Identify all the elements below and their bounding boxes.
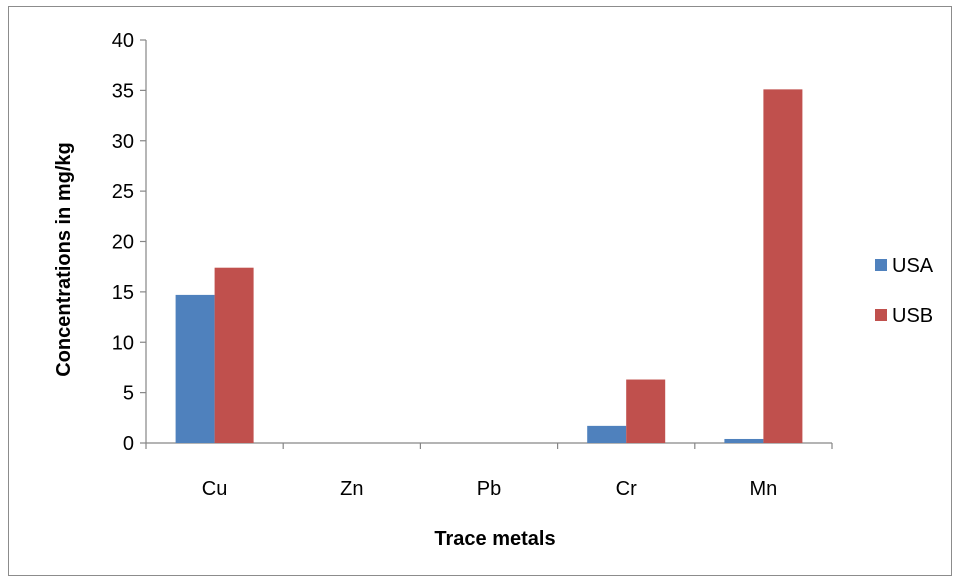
x-tick-label: Mn — [750, 478, 778, 500]
x-axis-ticks: Cu Zn Pb Cr Mn — [145, 443, 833, 500]
y-tick-label: 20 — [112, 232, 134, 254]
y-tick-label: 5 — [123, 383, 134, 405]
bar-usb-cu — [214, 267, 254, 443]
legend-label-usa: USA — [892, 255, 934, 277]
bar-usb-cr — [626, 379, 666, 443]
bar-usb-mn — [763, 89, 803, 444]
bar-usa-cr — [587, 425, 627, 443]
bar-usa-mn — [724, 438, 764, 443]
y-tick-label: 25 — [112, 181, 134, 203]
legend: USA USB — [875, 255, 934, 327]
x-tick-label: Cr — [616, 478, 637, 500]
y-tick-label: 10 — [112, 332, 134, 354]
y-tick-label: 0 — [123, 433, 134, 455]
x-axis-title: Trace metals — [434, 528, 555, 550]
bars — [175, 89, 803, 444]
x-tick-label: Zn — [340, 478, 363, 500]
y-axis-title: Concentrations in mg/kg — [53, 142, 75, 376]
y-axis-ticks: 0 5 10 15 20 25 30 35 40 — [112, 30, 146, 455]
x-tick-label: Pb — [477, 478, 501, 500]
y-tick-label: 40 — [112, 30, 134, 52]
y-tick-label: 35 — [112, 80, 134, 102]
legend-label-usb: USB — [892, 305, 933, 327]
y-tick-label: 30 — [112, 131, 134, 153]
y-tick-label: 15 — [112, 282, 134, 304]
legend-swatch-usb — [875, 309, 887, 321]
x-tick-label: Cu — [202, 478, 228, 500]
bar-usa-cu — [175, 294, 215, 443]
legend-swatch-usa — [875, 259, 887, 271]
